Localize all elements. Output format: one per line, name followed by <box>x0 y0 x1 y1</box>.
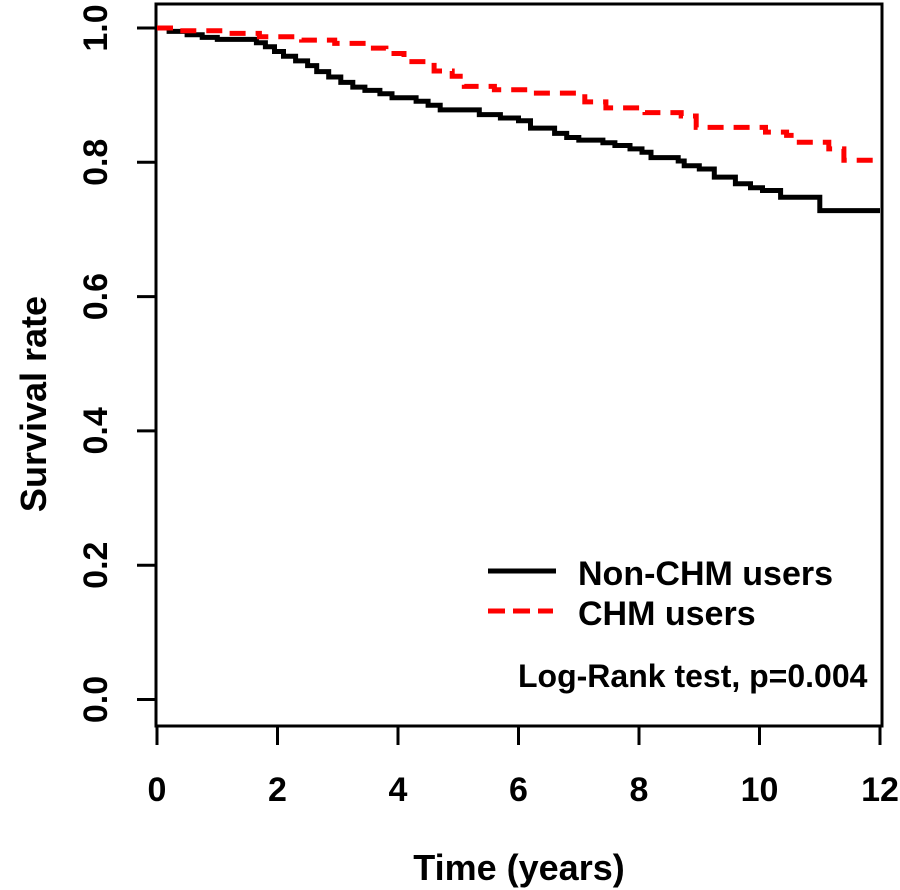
curve-non-chm-users <box>157 25 880 214</box>
plot-box <box>154 2 884 728</box>
x-tick-label: 2 <box>268 771 287 809</box>
x-axis-title: Time (years) <box>413 847 624 888</box>
log-rank-annotation: Log-Rank test, p=0.004 <box>518 658 868 694</box>
y-tick-label: 0.6 <box>77 273 115 320</box>
curve-chm-users <box>157 25 880 163</box>
y-tick-label: 0.0 <box>77 676 115 723</box>
axes: 0 2 4 6 8 10 12 0.0 0.2 0.4 0.6 0.8 1.0 <box>77 2 899 809</box>
y-tick-label: 1.0 <box>77 4 115 51</box>
x-tick-label: 10 <box>741 771 779 809</box>
x-tick-label: 12 <box>861 771 899 809</box>
x-tick-label: 8 <box>630 771 649 809</box>
x-tick-label: 4 <box>389 771 408 809</box>
x-tick-label: 6 <box>509 771 528 809</box>
y-tick-label: 0.2 <box>77 542 115 589</box>
x-tick-label: 0 <box>148 771 167 809</box>
survival-curves <box>157 25 880 214</box>
legend-label-non-chm: Non-CHM users <box>578 555 833 593</box>
y-axis-title: Survival rate <box>13 296 54 512</box>
y-tick-label: 0.8 <box>77 139 115 186</box>
legend-label-chm: CHM users <box>578 595 756 633</box>
legend: Non-CHM users CHM users Log-Rank test, p… <box>488 555 868 694</box>
y-tick-label: 0.4 <box>77 407 115 454</box>
